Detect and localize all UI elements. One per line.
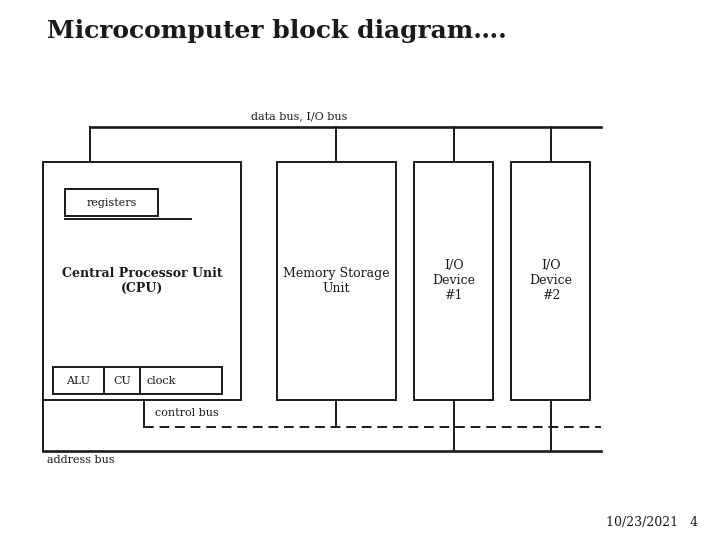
Text: Central Processor Unit
(CPU): Central Processor Unit (CPU) — [62, 267, 222, 295]
Text: data bus, I/O bus: data bus, I/O bus — [251, 111, 347, 122]
Bar — [65, 189, 158, 216]
Bar — [53, 367, 222, 394]
Text: Memory Storage
Unit: Memory Storage Unit — [283, 267, 390, 295]
Text: address bus: address bus — [47, 455, 114, 465]
Bar — [277, 162, 396, 400]
Text: clock: clock — [147, 376, 176, 386]
Text: I/O
Device
#1: I/O Device #1 — [432, 259, 475, 302]
Bar — [414, 162, 493, 400]
Text: I/O
Device
#2: I/O Device #2 — [529, 259, 572, 302]
Text: 10/23/2021   4: 10/23/2021 4 — [606, 516, 698, 529]
Text: Microcomputer block diagram….: Microcomputer block diagram…. — [47, 19, 507, 43]
Text: registers: registers — [86, 198, 137, 207]
Text: CU: CU — [114, 376, 131, 386]
Text: control bus: control bus — [155, 408, 219, 418]
Bar — [511, 162, 590, 400]
Text: ALU: ALU — [66, 376, 91, 386]
Bar — [43, 162, 241, 400]
